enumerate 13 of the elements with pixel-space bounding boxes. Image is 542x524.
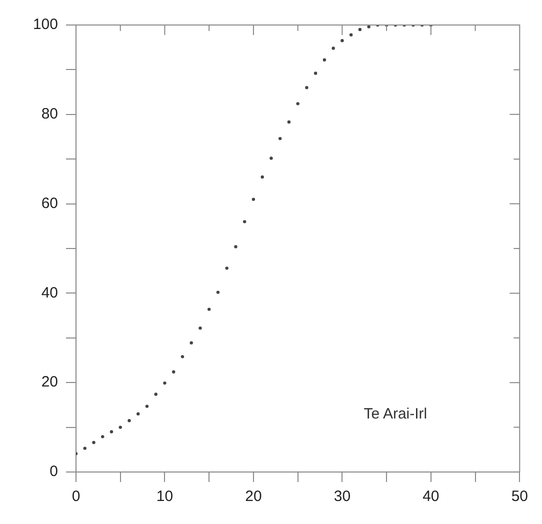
x-tick-label: 50 (511, 488, 528, 506)
annotation: Te Arai-Irl (364, 405, 428, 422)
y-tick-label: 80 (41, 106, 58, 123)
y-tick-label: 60 (41, 194, 58, 212)
x-tick-label: 20 (245, 488, 262, 506)
y-tick-label: 0 (50, 463, 58, 480)
x-tick-label: 10 (156, 488, 174, 506)
y-tick-label: 100 (32, 16, 58, 34)
x-tick-label: 30 (334, 488, 351, 506)
x-tick-label: 40 (422, 488, 440, 506)
x-tick-label: 0 (72, 488, 80, 506)
y-tick-label: 20 (41, 374, 58, 391)
y-tick-label: 40 (41, 284, 58, 302)
